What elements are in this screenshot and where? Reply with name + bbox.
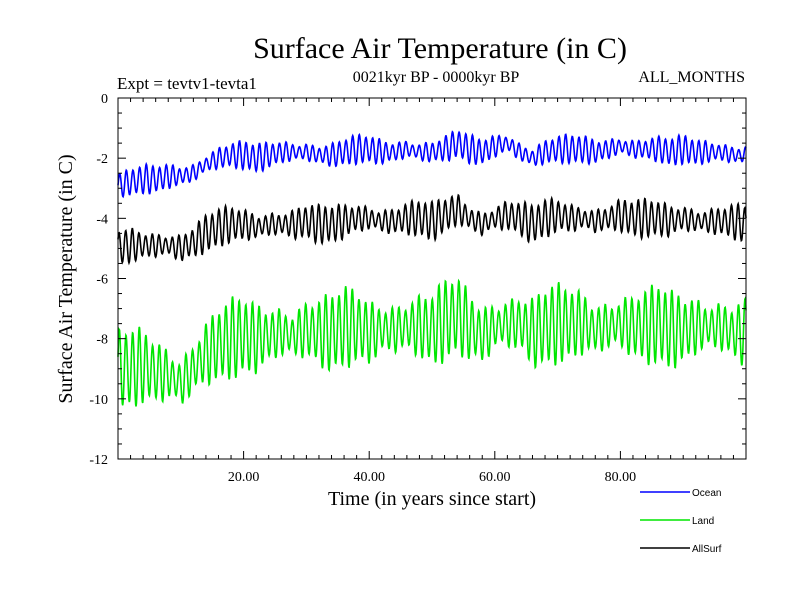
chart-months: ALL_MONTHS bbox=[638, 69, 745, 86]
x-tick-label: 60.00 bbox=[479, 470, 511, 485]
y-tick-label: -4 bbox=[96, 212, 108, 227]
series-layer bbox=[117, 130, 747, 407]
y-tick-label: -6 bbox=[96, 273, 108, 288]
x-axis-label: Time (in years since start) bbox=[328, 488, 536, 510]
x-tick-label: 40.00 bbox=[353, 470, 385, 485]
x-tick-label: 20.00 bbox=[228, 470, 260, 485]
series-line-ocean bbox=[117, 130, 747, 199]
legend-label-land: Land bbox=[692, 516, 714, 527]
y-tick-label: -8 bbox=[96, 333, 108, 348]
y-tick-label: -12 bbox=[89, 453, 108, 468]
y-tick-label: -2 bbox=[96, 152, 108, 167]
y-axis-label: Surface Air Temperature (in C) bbox=[55, 154, 77, 403]
series-line-land bbox=[117, 278, 747, 407]
legend-label-allsurf: AllSurf bbox=[692, 544, 722, 555]
legend: Ocean Land AllSurf bbox=[640, 488, 722, 555]
chart-subtitle: 0021kyr BP - 0000kyr BP bbox=[353, 69, 520, 86]
tick-layer: 20.00 40.00 60.00 80.00 0 -2 -4 -6 -8 -10 -12 bbox=[89, 92, 746, 485]
x-tick-label: 80.00 bbox=[605, 470, 637, 485]
y-tick-label: -10 bbox=[89, 393, 108, 408]
series-line-allsurf bbox=[117, 193, 747, 266]
chart-experiment: Expt = tevtv1-tevta1 bbox=[117, 74, 257, 93]
chart-title: Surface Air Temperature (in C) bbox=[253, 32, 627, 65]
legend-label-ocean: Ocean bbox=[692, 488, 721, 499]
y-tick-label: 0 bbox=[101, 92, 108, 107]
